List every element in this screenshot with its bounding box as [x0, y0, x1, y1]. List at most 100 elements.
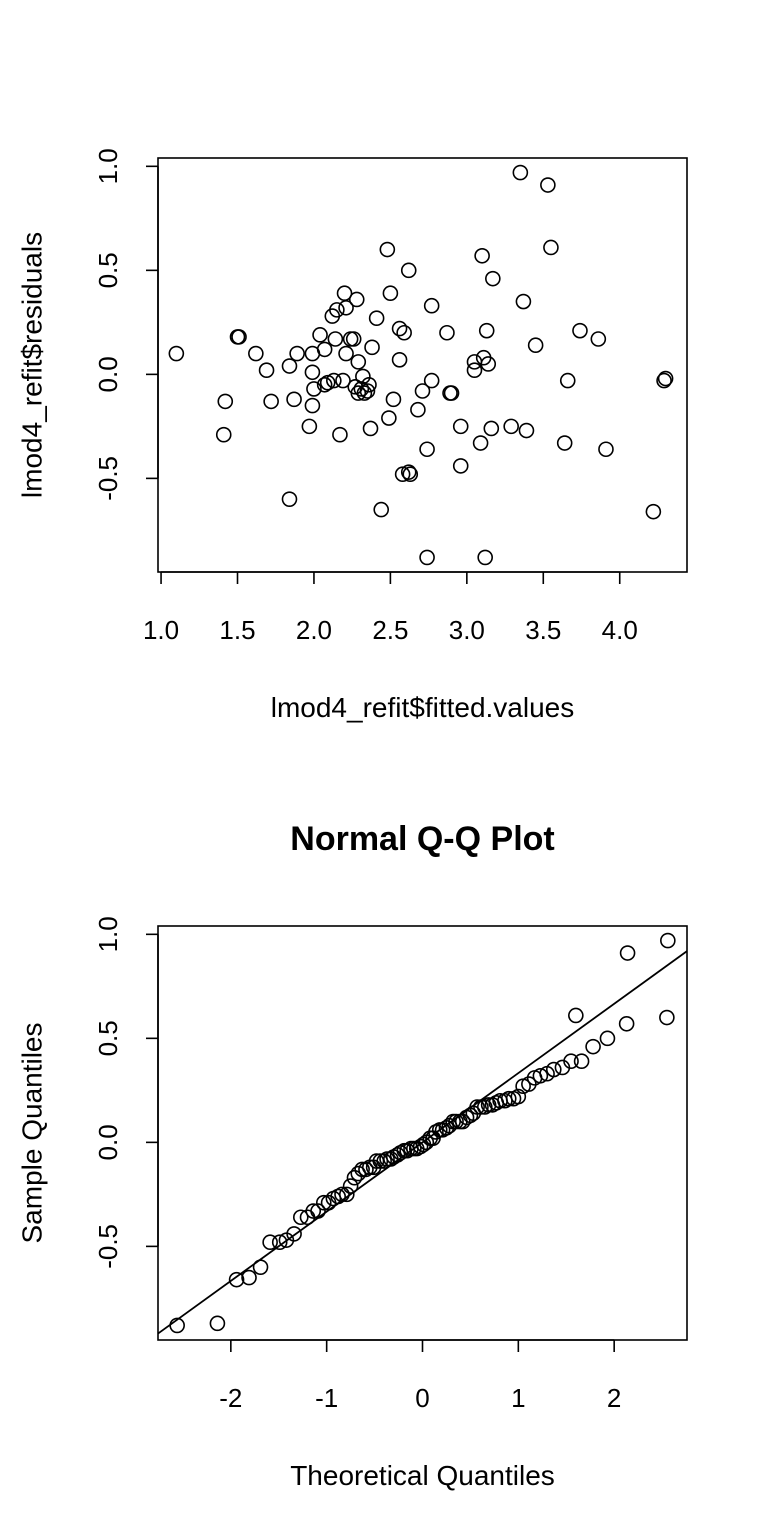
data-point	[598, 441, 614, 458]
qq-reference-line	[158, 950, 687, 1335]
data-point	[391, 351, 408, 368]
data-point	[473, 1099, 489, 1115]
data-point	[368, 310, 385, 326]
y-axis-title: Sample Quantiles	[16, 1022, 47, 1243]
data-point	[382, 285, 399, 302]
data-point	[659, 1009, 675, 1026]
data-point	[338, 345, 354, 362]
data-point	[231, 329, 247, 345]
x-tick-label: 2.0	[296, 615, 332, 645]
y-tick-label: 0.0	[93, 356, 123, 392]
data-point	[474, 247, 490, 264]
data-point	[281, 358, 298, 374]
normal-qq-chart: Normal Q-Q Plot -2 -1 0 1 2 -0.5 0.0 0.5 1.0 Theor…	[16, 820, 688, 1491]
data-point	[448, 1113, 464, 1130]
data-point	[443, 385, 460, 401]
data-point	[316, 376, 333, 393]
data-point	[518, 422, 535, 439]
data-point	[301, 418, 318, 435]
data-point	[466, 354, 483, 370]
data-point	[350, 385, 367, 401]
x-tick-label: -2	[219, 1383, 242, 1413]
data-point	[338, 299, 354, 316]
data-point	[478, 322, 495, 339]
data-point	[271, 1234, 288, 1251]
y-tick-label: -0.5	[93, 1224, 123, 1269]
data-point	[286, 1226, 302, 1242]
x-tick-label: -1	[315, 1383, 338, 1413]
data-point	[289, 345, 305, 362]
data-point	[252, 1259, 269, 1275]
data-point	[414, 383, 431, 399]
data-point	[540, 177, 556, 193]
data-point	[585, 1038, 601, 1055]
data-point	[364, 339, 380, 356]
data-point	[391, 320, 408, 337]
data-point	[394, 466, 411, 483]
y-tick-label: 0.5	[93, 252, 123, 288]
data-point	[319, 374, 336, 391]
data-point	[480, 356, 497, 372]
data-point	[660, 932, 676, 949]
data-point	[469, 1099, 485, 1115]
data-point	[572, 322, 588, 339]
data-point	[400, 464, 417, 480]
data-point	[350, 354, 367, 370]
data-point	[452, 418, 469, 435]
data-point	[338, 1186, 355, 1203]
data-point	[385, 391, 402, 408]
data-point	[590, 331, 607, 347]
y-tick-label: -0.5	[93, 456, 123, 501]
data-point	[305, 1203, 322, 1219]
data-point	[292, 1209, 309, 1226]
data-point	[568, 1007, 584, 1024]
data-point	[645, 503, 662, 520]
data-point	[345, 331, 362, 347]
data-point	[512, 164, 529, 181]
data-point	[376, 1153, 392, 1169]
y-tick-label: 0.5	[93, 1020, 123, 1056]
data-point	[329, 302, 345, 318]
x-tick-label: 1.5	[219, 615, 255, 645]
data-point	[480, 1097, 497, 1113]
data-point	[510, 1088, 527, 1105]
data-point	[258, 362, 275, 379]
data-point	[423, 297, 440, 314]
x-axis-title: Theoretical Quantiles	[290, 1460, 555, 1491]
data-point	[527, 337, 544, 354]
data-point	[286, 391, 302, 408]
data-point	[452, 458, 469, 474]
data-point	[362, 420, 379, 437]
x-tick-label: 4.0	[602, 615, 638, 645]
data-point	[573, 1053, 590, 1070]
data-point	[400, 262, 417, 279]
x-tick-label: 3.5	[525, 615, 561, 645]
data-point	[327, 331, 344, 347]
data-point	[310, 1203, 326, 1219]
data-point	[316, 341, 333, 358]
y-tick-label: 1.0	[93, 916, 123, 952]
data-point	[215, 426, 232, 443]
x-tick-label: 3.0	[449, 615, 485, 645]
y-tick-label: 1.0	[93, 148, 123, 184]
data-point	[217, 393, 234, 410]
data-point	[348, 291, 365, 308]
data-point	[515, 293, 532, 310]
data-point	[304, 397, 321, 414]
x-tick-label: 1	[511, 1383, 525, 1413]
residuals-vs-fitted-chart: 1.0 1.5 2.0 2.5 3.0 3.5 4.0 -0.5 0.0 0.5 1.0 lmod4_…	[16, 148, 688, 723]
data-point	[402, 466, 419, 483]
data-point	[410, 401, 426, 418]
data-point	[241, 1269, 257, 1286]
data-point	[169, 1317, 185, 1334]
data-point	[618, 1015, 635, 1032]
data-point	[304, 364, 321, 381]
data-point	[228, 1271, 245, 1288]
x-tick-label: 1.0	[143, 615, 179, 645]
x-tick-label: 2	[607, 1383, 621, 1413]
data-point	[419, 441, 435, 458]
data-point	[248, 345, 264, 362]
plot-frame	[157, 157, 688, 573]
data-point	[342, 1178, 359, 1194]
data-point	[334, 1186, 350, 1203]
